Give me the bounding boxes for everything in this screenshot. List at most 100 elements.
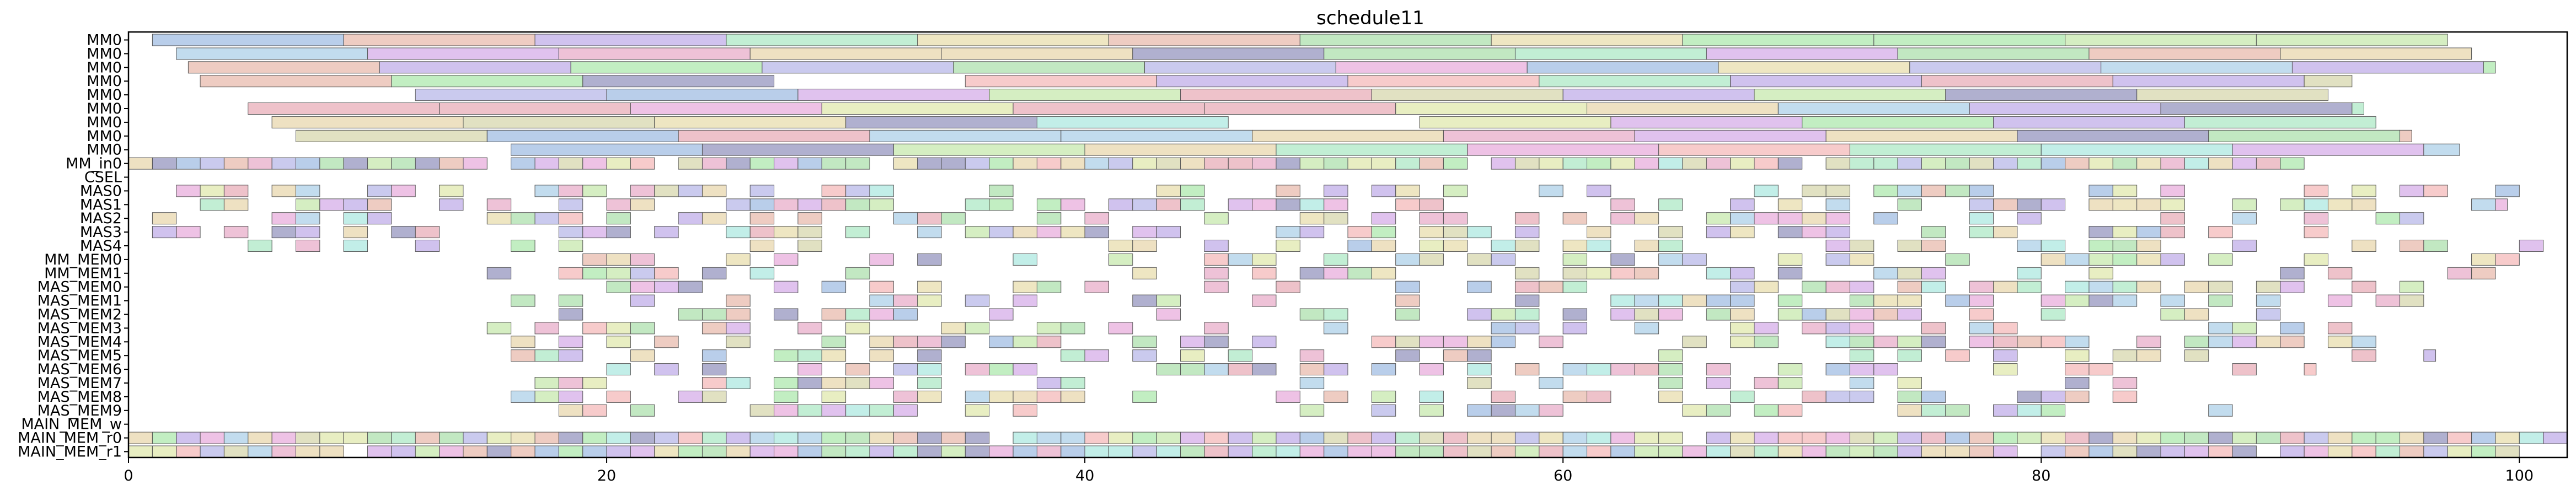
task-bar [1180, 157, 1205, 170]
task-bar [1276, 157, 1300, 170]
task-bar [1754, 404, 1779, 417]
task-bar [1324, 185, 1348, 197]
task-bar [558, 212, 583, 225]
task-bar [1730, 198, 1755, 211]
task-bar [128, 445, 153, 458]
task-bar [1132, 47, 1325, 60]
task-bar [726, 34, 918, 46]
task-bar [1730, 445, 1755, 458]
task-bar [869, 185, 894, 197]
task-bar [1730, 226, 1755, 239]
task-bar [558, 349, 583, 362]
task-bar [1802, 390, 1827, 403]
task-bar [1825, 185, 1850, 197]
task-bar [1467, 143, 1659, 156]
row-label: MAS_MEM5 [38, 347, 122, 364]
task-bar [774, 377, 799, 389]
task-bar [1587, 157, 1611, 170]
task-bar [869, 404, 894, 417]
task-bar [1204, 103, 1396, 115]
task-bar [1132, 240, 1157, 252]
task-bar [582, 226, 607, 239]
task-bar [271, 226, 296, 239]
task-bar [1945, 445, 1970, 458]
task-bar [821, 198, 847, 211]
task-bar [511, 390, 535, 403]
task-bar [1324, 363, 1348, 376]
task-bar [1825, 390, 1850, 403]
task-bar [534, 432, 559, 444]
task-bar [606, 198, 631, 211]
task-bar [845, 322, 870, 335]
task-bar [1180, 198, 1205, 211]
task-bar [1754, 89, 1946, 101]
task-bar [1036, 226, 1062, 239]
row-label: MAS_MEM0 [38, 279, 122, 296]
task-bar [797, 404, 822, 417]
task-bar [511, 157, 535, 170]
task-bar [989, 185, 1014, 197]
task-bar [1634, 240, 1659, 252]
task-bar [1156, 185, 1181, 197]
task-bar [1873, 267, 1898, 279]
task-bar [774, 281, 799, 293]
task-bar [2088, 240, 2113, 252]
task-bar [1252, 336, 1277, 348]
task-bar [1443, 349, 1468, 362]
task-bar [606, 336, 631, 348]
task-bar [1610, 308, 1635, 321]
task-bar [2352, 185, 2376, 197]
task-bar [1587, 390, 1611, 403]
task-bar [1156, 363, 1181, 376]
task-bar [1562, 390, 1588, 403]
task-bar [1443, 432, 1468, 444]
row-label: MM0 [87, 100, 122, 117]
task-bar [845, 377, 870, 389]
task-bar [2232, 363, 2257, 376]
task-bar [654, 116, 847, 128]
task-bar [2232, 432, 2257, 444]
task-bar [1682, 404, 1707, 417]
task-bar [797, 445, 822, 458]
task-bar [379, 61, 571, 74]
task-bar [1108, 322, 1133, 335]
task-bar [2208, 336, 2233, 348]
task-bar [367, 212, 392, 225]
task-bar [917, 336, 942, 348]
task-bar [1993, 198, 2018, 211]
task-bar [2136, 281, 2161, 293]
task-bar [774, 157, 799, 170]
row-label: MM0 [87, 73, 122, 90]
task-bar [1252, 432, 1277, 444]
task-bar [1777, 432, 1803, 444]
task-bar [2256, 34, 2448, 46]
task-bar [2280, 47, 2472, 60]
task-bar [1252, 157, 1277, 170]
task-bar [1969, 185, 1994, 197]
row-label: MAS_MEM1 [38, 293, 122, 310]
task-bar [989, 198, 1014, 211]
task-bar [2184, 116, 2376, 128]
task-bar [845, 445, 870, 458]
task-bar [1371, 212, 1396, 225]
task-bar [1825, 240, 1850, 252]
task-bar [1682, 445, 1707, 458]
task-bar [486, 130, 679, 142]
task-bar [762, 61, 954, 74]
task-bar [1562, 89, 1755, 101]
task-bar [1921, 445, 1946, 458]
task-bar [2327, 322, 2353, 335]
task-bar [2400, 281, 2424, 293]
task-bar [917, 226, 942, 239]
task-bar [1945, 185, 1970, 197]
task-bar [654, 185, 679, 197]
task-bar [295, 226, 320, 239]
task-bar [1443, 445, 1468, 458]
task-bar [1587, 267, 1611, 279]
task-bar [726, 432, 751, 444]
task-bar [1491, 308, 1515, 321]
task-bar [1395, 294, 1420, 307]
task-bar [2447, 445, 2472, 458]
task-bar [415, 445, 440, 458]
task-bar [953, 61, 1145, 74]
